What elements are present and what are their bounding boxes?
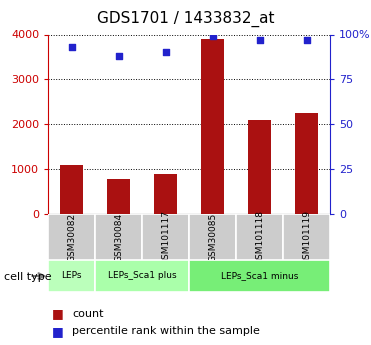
Text: GSM101118: GSM101118 (255, 210, 264, 265)
Text: cell type: cell type (4, 272, 51, 282)
Bar (60, 165, 83, 214)
Text: GSM30084: GSM30084 (114, 213, 123, 262)
Point (257, 37, 263, 43)
Bar (248, 120, 272, 214)
Point (210, 33, 216, 39)
Point (116, 53, 122, 59)
Bar (201, 39, 224, 214)
Text: percentile rank within the sample: percentile rank within the sample (72, 326, 260, 336)
Point (304, 37, 310, 43)
Text: GDS1701 / 1433832_at: GDS1701 / 1433832_at (97, 10, 274, 27)
Text: ■: ■ (52, 325, 64, 338)
Text: GSM101119: GSM101119 (302, 210, 311, 265)
Bar (283, 214, 330, 260)
Point (163, 50, 169, 55)
Bar (142, 214, 189, 260)
Text: GSM101117: GSM101117 (161, 210, 170, 265)
Text: LEPs_Sca1 plus: LEPs_Sca1 plus (108, 272, 177, 280)
Text: GSM30082: GSM30082 (67, 213, 76, 262)
Text: GSM30085: GSM30085 (208, 213, 217, 262)
Text: LEPs: LEPs (62, 272, 82, 280)
Text: count: count (72, 309, 104, 319)
Bar (95, 214, 142, 260)
Point (69, 44, 75, 50)
Bar (236, 214, 283, 260)
Text: LEPs_Sca1 minus: LEPs_Sca1 minus (221, 272, 298, 280)
Bar (95, 260, 189, 292)
Bar (48, 260, 95, 292)
Bar (189, 260, 330, 292)
Bar (107, 179, 131, 214)
Text: ■: ■ (52, 307, 64, 321)
Bar (154, 174, 177, 214)
Bar (189, 214, 236, 260)
Bar (48, 214, 95, 260)
Bar (295, 113, 318, 214)
